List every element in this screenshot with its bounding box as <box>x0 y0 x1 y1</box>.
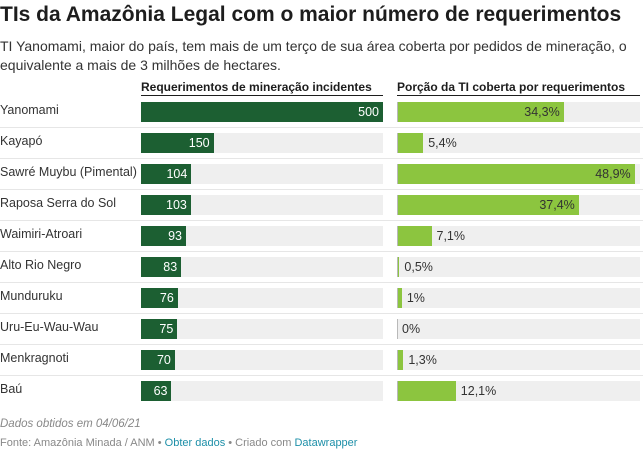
bar-porcao <box>397 195 579 215</box>
bar-track-requerimentos <box>141 381 383 401</box>
value-label-porcao: 48,9% <box>595 167 631 181</box>
bar-track-porcao <box>397 350 640 370</box>
value-label-porcao: 5,4% <box>428 136 457 150</box>
value-label-requerimentos: 75 <box>159 322 174 336</box>
category-label: Alto Rio Negro <box>0 258 82 272</box>
value-label-requerimentos: 63 <box>153 384 168 398</box>
bar-porcao <box>397 102 564 122</box>
footer-created-with: Criado com <box>235 437 292 449</box>
column-header-rule-1 <box>141 95 383 96</box>
value-label-requerimentos: 93 <box>168 229 183 243</box>
category-label: Munduruku <box>0 289 63 303</box>
zero-baseline <box>397 164 398 184</box>
datawrapper-link[interactable]: Datawrapper <box>294 437 358 449</box>
category-label: Sawré Muybu (Pimental) <box>0 165 137 179</box>
value-label-requerimentos: 76 <box>159 291 174 305</box>
value-label-requerimentos: 150 <box>188 136 210 150</box>
value-label-requerimentos: 103 <box>166 198 187 212</box>
bar-porcao <box>397 381 456 401</box>
value-label-porcao: 0,5% <box>404 260 433 274</box>
row-divider <box>0 344 643 345</box>
column-header-rule-2 <box>397 95 640 96</box>
category-label: Baú <box>0 382 23 396</box>
value-label-porcao: 34,3% <box>524 105 560 119</box>
data-date-note: Dados obtidos em 04/06/21 <box>0 418 141 430</box>
bar-requerimentos <box>141 133 214 153</box>
row-divider <box>0 189 643 190</box>
bar-requerimentos <box>141 257 182 277</box>
bar-track-porcao <box>397 288 640 308</box>
category-label: Waimiri-Atroari <box>0 227 83 241</box>
bar-requerimentos <box>141 381 172 401</box>
bar-requerimentos <box>141 102 383 122</box>
zero-baseline <box>397 257 398 277</box>
value-label-requerimentos: 500 <box>358 105 379 119</box>
zero-baseline <box>397 102 398 122</box>
bar-requerimentos <box>141 288 178 308</box>
bar-porcao <box>397 257 400 277</box>
chart-title: TIs da Amazônia Legal com o maior número… <box>0 3 622 26</box>
zero-baseline <box>397 195 398 215</box>
bar-requerimentos <box>141 195 191 215</box>
bar-track-requerimentos <box>141 350 383 370</box>
value-label-requerimentos: 83 <box>163 260 178 274</box>
bar-porcao <box>397 350 404 370</box>
zero-baseline <box>397 350 398 370</box>
bar-track-requerimentos <box>141 226 383 246</box>
bar-requerimentos <box>141 164 192 184</box>
bar-porcao <box>397 133 424 153</box>
category-label: Raposa Serra do Sol <box>0 196 117 210</box>
value-label-porcao: 12,1% <box>460 384 497 398</box>
value-label-requerimentos: 104 <box>166 167 188 181</box>
row-divider <box>0 127 643 128</box>
bar-track-porcao <box>397 133 640 153</box>
zero-baseline <box>397 133 398 153</box>
bar-requerimentos <box>141 350 175 370</box>
bar-track-requerimentos <box>141 195 383 215</box>
row-divider <box>0 220 643 221</box>
bar-porcao <box>397 164 635 184</box>
bar-track-requerimentos <box>141 288 383 308</box>
column-header-requerimentos: Requerimentos de mineração incidentes <box>141 80 372 94</box>
value-label-porcao: 0% <box>402 322 421 336</box>
category-label: Menkragnoti <box>0 351 69 365</box>
bar-requerimentos <box>141 319 178 339</box>
footer: Fonte: Amazônia Minada / ANM • Obter dad… <box>0 437 358 449</box>
bar-track-requerimentos <box>141 319 383 339</box>
bar-track-porcao <box>397 226 640 246</box>
value-label-porcao: 1% <box>406 291 425 305</box>
row-divider <box>0 158 643 159</box>
bar-track-porcao <box>397 257 640 277</box>
bar-requerimentos <box>141 226 186 246</box>
category-label: Yanomami <box>0 103 59 117</box>
bar-track-requerimentos <box>141 257 383 277</box>
row-divider <box>0 251 643 252</box>
bar-porcao <box>397 226 432 246</box>
zero-baseline <box>397 226 398 246</box>
bar-track-requerimentos <box>141 164 383 184</box>
bar-track-porcao <box>397 319 640 339</box>
bar-porcao <box>397 288 402 308</box>
chart-description: TI Yanomami, maior do país, tem mais de … <box>0 38 627 73</box>
zero-baseline <box>397 381 398 401</box>
value-label-requerimentos: 70 <box>156 353 171 367</box>
category-label: Uru-Eu-Wau-Wau <box>0 320 99 334</box>
value-label-porcao: 1,3% <box>408 353 437 367</box>
value-label-porcao: 37,4% <box>539 198 575 212</box>
footer-source: Fonte: Amazônia Minada / ANM <box>0 437 155 449</box>
category-label: Kayapó <box>0 134 43 148</box>
row-divider <box>0 313 643 314</box>
value-label-porcao: 7,1% <box>436 229 466 243</box>
zero-baseline <box>397 319 398 339</box>
get-data-link[interactable]: Obter dados <box>164 437 226 449</box>
bar-track-porcao <box>397 381 640 401</box>
row-divider <box>0 375 643 376</box>
column-header-porcao: Porção da TI coberta por requerimentos <box>397 80 626 94</box>
zero-baseline <box>397 288 398 308</box>
row-divider <box>0 282 643 283</box>
